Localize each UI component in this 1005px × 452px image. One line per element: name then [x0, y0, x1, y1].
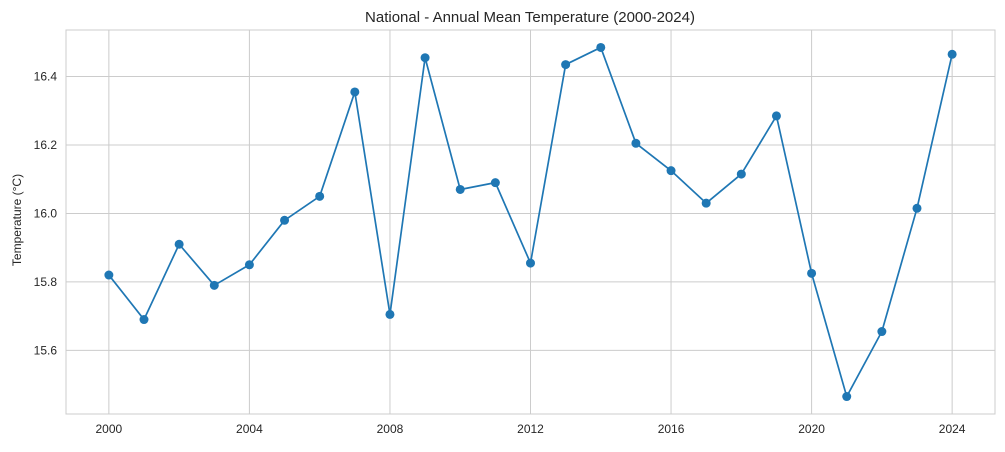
- x-tick-label: 2016: [658, 422, 685, 436]
- data-point: [771, 111, 781, 121]
- data-point: [596, 42, 606, 52]
- y-tick-label: 16.4: [34, 70, 58, 84]
- data-point: [842, 392, 852, 402]
- x-tick-label: 2004: [236, 422, 263, 436]
- grid: [66, 30, 995, 414]
- data-point: [244, 260, 254, 270]
- data-point: [350, 87, 360, 97]
- data-point: [490, 178, 500, 188]
- plot-area: [65, 29, 996, 415]
- data-point: [561, 60, 571, 70]
- y-tick-label: 15.6: [34, 343, 58, 357]
- data-point: [455, 184, 465, 194]
- data-point: [526, 258, 535, 268]
- x-tick-label: 2008: [377, 422, 404, 436]
- y-tick-label: 16.2: [34, 138, 58, 152]
- series-layer: [104, 42, 957, 402]
- data-point: [315, 191, 325, 201]
- x-tick-label: 2020: [798, 422, 825, 436]
- x-tick-label: 2012: [517, 422, 544, 436]
- data-point: [174, 239, 184, 249]
- y-tick-label: 15.8: [34, 275, 58, 289]
- data-point: [736, 169, 746, 179]
- data-point: [420, 53, 430, 63]
- x-tick-label: 2024: [939, 422, 966, 436]
- data-point: [631, 138, 641, 148]
- data-point: [209, 280, 219, 290]
- chart-title: National - Annual Mean Temperature (2000…: [365, 9, 695, 26]
- data-point: [877, 327, 887, 337]
- y-axis-label: Temperature (°C): [10, 174, 24, 266]
- data-point: [701, 198, 711, 208]
- data-point: [280, 215, 290, 225]
- data-point: [385, 309, 395, 319]
- y-tick-label: 16.0: [34, 206, 58, 220]
- data-point: [807, 268, 817, 278]
- data-point: [666, 166, 676, 176]
- data-point: [104, 270, 114, 280]
- data-point: [912, 203, 922, 213]
- data-point: [139, 315, 149, 325]
- x-tick-label: 2000: [96, 422, 123, 436]
- data-point: [947, 49, 957, 59]
- tick-labels: 2000 2004 2008 2012 2016 2020 2024 15.6 15.8 16.0…: [34, 70, 966, 436]
